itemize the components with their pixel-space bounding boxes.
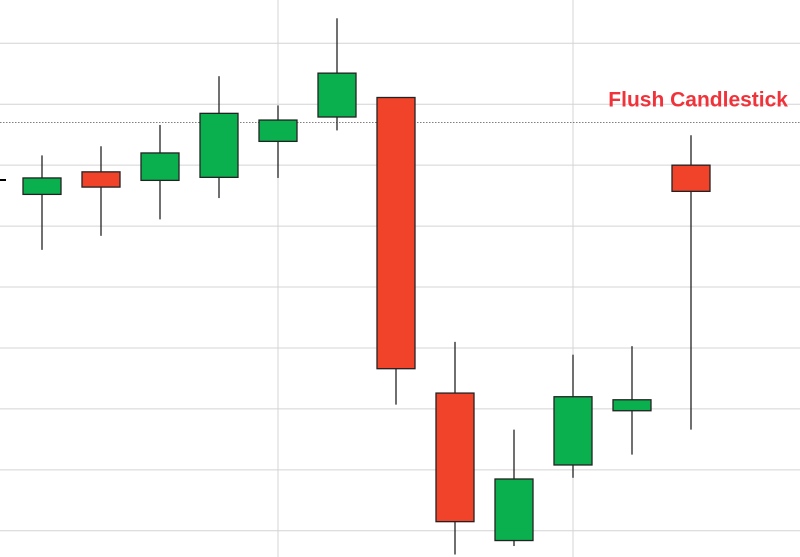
candle <box>199 76 239 199</box>
annotation: Flush Candlestick <box>608 88 788 111</box>
candle-body <box>671 164 711 193</box>
candle <box>258 105 298 178</box>
candle-body <box>435 392 475 523</box>
candle-body <box>376 96 416 370</box>
candle-body <box>81 171 121 188</box>
candle-body <box>258 119 298 143</box>
candle <box>376 96 416 405</box>
candle <box>435 341 475 555</box>
candle <box>317 18 357 131</box>
candle <box>140 124 180 220</box>
candle-body <box>22 177 62 196</box>
candle-body <box>612 399 652 412</box>
candle <box>22 155 62 250</box>
candle-body <box>199 112 239 178</box>
candle-body <box>553 396 593 466</box>
candle-body <box>317 72 357 118</box>
candle-body <box>494 478 534 542</box>
candle <box>81 146 121 236</box>
candle <box>671 135 711 430</box>
candle <box>553 354 593 478</box>
candle <box>612 346 652 455</box>
candle-body <box>140 152 180 182</box>
candle <box>494 429 534 547</box>
